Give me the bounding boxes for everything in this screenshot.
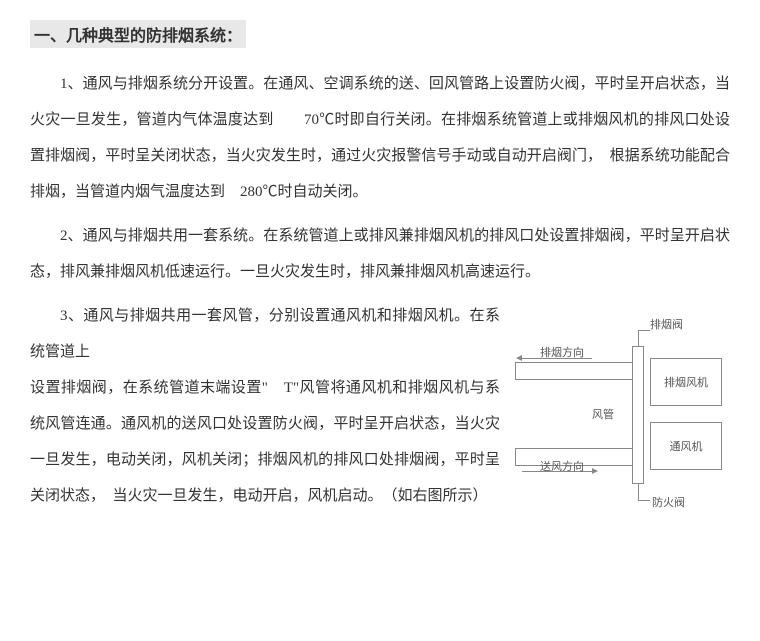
label-exhaust-valve: 排烟阀 (650, 316, 683, 332)
paragraph-3a: 3、通风与排烟共用一套风管，分别设置通风机和排烟风机。在系统管道上 (30, 298, 500, 370)
label-exhaust-dir: 排烟方向 (540, 344, 584, 360)
paragraph-1: 1、通风与排烟系统分开设置。在通风、空调系统的送、回风管路上设置防火阀，平时呈开… (30, 66, 730, 210)
paragraph-3b: 设置排烟阀，在系统管道末端设置" T"风管将通风机和排烟风机与系统风管连通。通风… (30, 370, 500, 514)
t-duct-diagram: 排烟阀 排烟方向 风管 送风方向 排烟风机 通风机 防火阀 (510, 318, 730, 518)
box-exhaust-fan: 排烟风机 (650, 358, 722, 406)
box-vent-fan: 通风机 (650, 422, 722, 470)
upper-duct (515, 362, 633, 380)
label-fire-damper: 防火阀 (652, 494, 685, 510)
label-duct: 风管 (592, 406, 614, 422)
paragraph-2: 2、通风与排烟共用一套系统。在系统管道上或排风兼排烟风机的排风口处设置排烟阀，平… (30, 218, 730, 290)
label-supply-dir: 送风方向 (540, 458, 584, 474)
section-heading: 一、几种典型的防排烟系统： (30, 20, 246, 48)
paragraph-3-text: 3、通风与排烟共用一套风管，分别设置通风机和排烟风机。在系统管道上 设置排烟阀，… (30, 298, 500, 514)
t-vertical-duct (632, 346, 644, 484)
